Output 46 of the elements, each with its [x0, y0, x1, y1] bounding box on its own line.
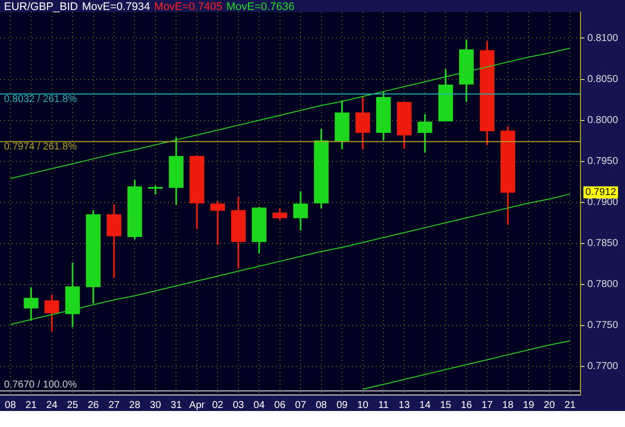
chart-title: EUR/GBP_BID — [4, 1, 78, 14]
x-tick-label: 08 — [4, 400, 16, 411]
annotation: MovE=0.7636 — [226, 1, 295, 14]
y-tick-label: 0.8000 — [587, 115, 618, 126]
x-tick-label: 20 — [544, 400, 556, 411]
ref-line-label: 0.7670 / 100.0% — [4, 380, 77, 391]
x-tick-label: 10 — [357, 400, 369, 411]
candlestick — [148, 186, 163, 194]
x-tick-label: 17 — [482, 400, 494, 411]
x-tick-label: 21 — [26, 400, 38, 411]
x-tick-label: 14 — [419, 400, 431, 411]
x-tick-label: 07 — [295, 400, 307, 411]
x-tick-label: 15 — [440, 400, 452, 411]
y-tick-label: 0.7850 — [587, 238, 618, 250]
x-tick-label: 11 — [378, 400, 390, 411]
x-tick-label: 24 — [46, 400, 58, 411]
x-tick-label: 30 — [150, 400, 162, 411]
text: 0.7912 — [585, 187, 616, 198]
annotation: MovE=0.7405 — [154, 1, 222, 14]
x-tick-label: 16 — [460, 400, 472, 411]
x-tick-label: 06 — [274, 400, 286, 411]
x-tick-label: 31 — [170, 400, 182, 411]
x-tick-label: 21 — [564, 400, 576, 411]
annotation: MovE=0.7934 — [82, 1, 150, 14]
y-tick-label: 0.7950 — [587, 156, 618, 168]
x-tick-label: 28 — [129, 400, 141, 411]
x-tick-label: 26 — [88, 400, 100, 411]
x-tick-label: 08 — [316, 400, 328, 411]
x-tick-label: 27 — [108, 400, 120, 411]
x-tick-label: 09 — [336, 400, 348, 411]
x-tick-label: 02 — [212, 400, 224, 411]
ref-line-label: 0.8032 / 261.8% — [4, 94, 77, 105]
x-tick-label: 25 — [66, 400, 79, 411]
ref-line-label: 0.7974 / 261.8% — [4, 141, 77, 152]
x-tick-label: 18 — [502, 400, 514, 411]
x-tick-label: Apr — [189, 400, 206, 411]
y-tick-label: 0.7800 — [587, 279, 618, 290]
y-tick-label: 0.8050 — [587, 74, 618, 85]
y-tick-label: 0.7700 — [587, 361, 618, 372]
x-tick-label: 04 — [254, 400, 266, 411]
x-tick-label: 13 — [398, 400, 410, 411]
y-tick-label: 0.7900 — [587, 197, 618, 208]
x-tick-label: 03 — [232, 400, 244, 411]
x-tick-label: 19 — [523, 400, 535, 411]
y-tick-label: 0.8100 — [587, 32, 618, 44]
y-tick-label: 0.7750 — [587, 320, 618, 332]
